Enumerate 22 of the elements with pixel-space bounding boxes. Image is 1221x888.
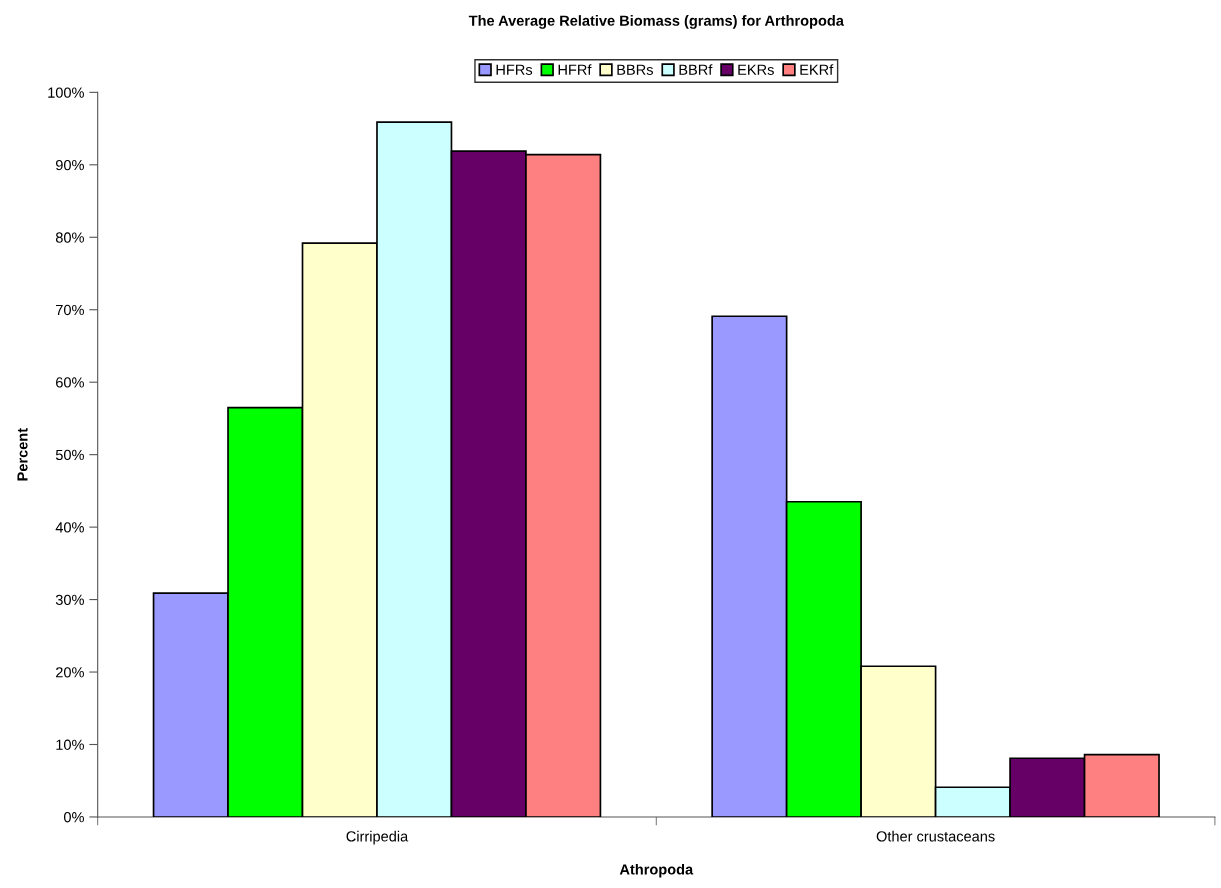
x-tick-label: Cirripedia — [346, 830, 409, 845]
x-tick-label: Other crustaceans — [876, 830, 995, 842]
y-tick-label: 100% — [48, 87, 84, 98]
legend-label: EKRf — [800, 64, 834, 75]
y-axis-title: Percent — [17, 428, 28, 481]
legend-label: HFRs — [496, 64, 533, 75]
y-tick-label: 40% — [55, 522, 84, 533]
y-tick-label: 90% — [55, 159, 84, 171]
y-tick-label: 10% — [56, 739, 84, 750]
y-tick-label: 60% — [56, 377, 84, 388]
y-tick-label: 80% — [55, 232, 84, 243]
x-axis-title: Athropoda — [619, 863, 694, 878]
chart-title: The Average Relative Biomass (grams) for Arthropoda — [468, 15, 844, 29]
y-tick-label: 30% — [55, 594, 84, 606]
legend-label: HFRf — [558, 64, 592, 75]
y-tick-label: 0% — [63, 812, 84, 823]
y-tick-label: 70% — [56, 304, 84, 316]
legend-label: BBRf — [679, 64, 713, 75]
y-tick-label: 20% — [56, 667, 84, 678]
legend-label: BBRs — [617, 64, 653, 75]
legend-label: EKRs — [738, 64, 774, 75]
y-tick-label: 50% — [55, 449, 84, 461]
